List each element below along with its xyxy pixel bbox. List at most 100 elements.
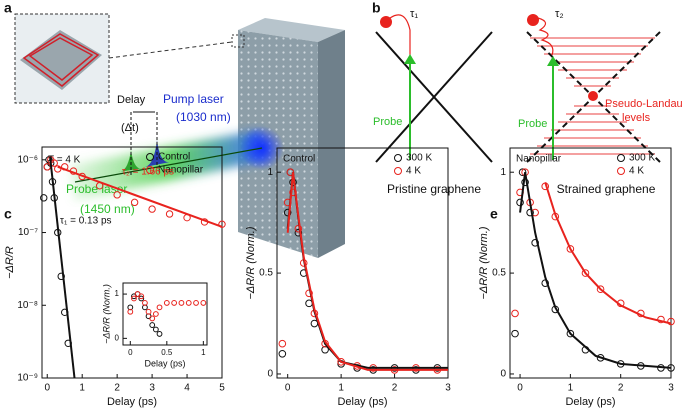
data-point xyxy=(156,331,163,337)
dirac-cone xyxy=(375,31,493,163)
y-tick-label: 10⁻⁶ xyxy=(17,154,38,165)
x-tick-label: 2 xyxy=(618,383,624,394)
x-tick-label: 0 xyxy=(128,348,133,357)
plot-frame xyxy=(41,146,223,379)
x-axis-label: Delay (ps) xyxy=(107,396,157,408)
fit-line xyxy=(49,156,76,379)
data-point xyxy=(149,322,156,328)
legend-marker xyxy=(146,153,154,161)
data-point xyxy=(149,315,156,322)
data-point xyxy=(511,329,519,338)
pump-label: (1030 nm) xyxy=(176,110,231,124)
tau-label: τ₁ xyxy=(410,8,418,20)
data-point xyxy=(145,308,152,315)
landau-label: Pseudo-Landau xyxy=(605,98,683,110)
data-point xyxy=(171,300,178,306)
x-tick-label: 3 xyxy=(149,383,155,394)
plot-title: Nanopillar xyxy=(516,154,562,165)
fit-line xyxy=(286,172,448,371)
electron xyxy=(527,14,539,26)
relaxation-arrow xyxy=(537,17,554,56)
legend-label: 300 K xyxy=(406,153,432,164)
data-point xyxy=(163,300,170,306)
slab-side xyxy=(318,30,345,258)
panel-label: c xyxy=(4,206,12,222)
x-tick-label: 3 xyxy=(668,383,674,394)
y-axis-label: −ΔR/R (Norm.) xyxy=(101,284,111,344)
data-point xyxy=(185,300,192,306)
data-point xyxy=(57,272,65,281)
y-tick-label: 0.5 xyxy=(259,268,273,279)
legend-marker xyxy=(394,154,402,162)
landau-levels xyxy=(530,37,655,155)
x-tick-label: 0.5 xyxy=(161,348,173,357)
probe-arrowhead xyxy=(404,54,416,64)
x-axis-label: Delay (ps) xyxy=(565,396,615,408)
data-point xyxy=(142,300,148,306)
annotation: T = 4 K xyxy=(48,155,81,166)
data-point xyxy=(156,304,163,311)
data-point xyxy=(148,205,156,213)
legend-marker xyxy=(394,167,402,175)
x-tick-label: 1 xyxy=(568,383,574,394)
data-point xyxy=(596,285,605,294)
plot-title: Control xyxy=(283,154,315,165)
data-point xyxy=(218,220,226,228)
panel-b: τ₁ Probe Pristine graphene τ₂ Probe Pseu… xyxy=(373,8,683,196)
tau-label: τ₂ xyxy=(555,8,564,20)
legend-label: Control xyxy=(158,152,190,163)
legend-label: Nanopillar xyxy=(158,165,204,176)
data-point xyxy=(283,208,292,217)
y-tick-label: 10⁻⁷ xyxy=(18,227,38,238)
annotation: τ₂ = 1.66 ps xyxy=(122,167,174,178)
legend-marker xyxy=(617,167,625,175)
data-point xyxy=(193,300,199,306)
panel-label: a xyxy=(4,0,12,16)
panel-a: Delay (Δt) Pump laser (1030 nm) Probe la… xyxy=(14,13,345,258)
data-point xyxy=(130,198,139,207)
x-axis-label: Delay (ps) xyxy=(337,396,387,408)
y-tick-label: 1 xyxy=(267,167,273,178)
fit-line xyxy=(519,172,672,369)
slab-top xyxy=(238,18,345,42)
x-tick-label: 2 xyxy=(392,383,398,394)
plot-frame xyxy=(509,147,672,379)
pump-label: Pump laser xyxy=(163,92,224,106)
data-point xyxy=(566,329,575,338)
fit-line xyxy=(57,165,223,228)
zoom-line xyxy=(108,41,233,59)
probe-label: Probe xyxy=(373,116,402,128)
data-point xyxy=(294,228,303,237)
y-tick-label: 10⁻⁸ xyxy=(17,300,38,311)
data-point xyxy=(127,308,134,315)
y-axis-label: −ΔR/R (Norm.) xyxy=(245,226,257,299)
x-tick-label: 1 xyxy=(201,348,206,357)
data-point xyxy=(178,300,185,306)
y-tick-label: 0.5 xyxy=(492,268,506,279)
x-tick-label: 4 xyxy=(184,383,190,394)
relaxation-arrow xyxy=(389,14,411,55)
data-point xyxy=(278,339,287,348)
data-point xyxy=(138,293,145,300)
probe-pulse xyxy=(118,150,144,172)
electron xyxy=(380,16,392,28)
pillar xyxy=(20,30,102,90)
plot-frame xyxy=(122,282,208,346)
y-tick-label: 0 xyxy=(115,333,120,342)
data-point xyxy=(526,208,534,217)
data-point xyxy=(113,191,121,199)
plot-frame xyxy=(276,147,449,379)
legend-label: 4 K xyxy=(629,166,644,177)
x-tick-label: 1 xyxy=(338,383,344,394)
panel-label: b xyxy=(372,0,381,16)
data-point xyxy=(40,194,48,202)
delay-label: (Δt) xyxy=(121,122,139,134)
probe-arrowhead xyxy=(547,56,559,66)
strain-lines xyxy=(28,37,94,81)
panel-label: e xyxy=(490,206,498,222)
beam-axis xyxy=(74,147,263,183)
annotation: τ₁ = 0.13 ps xyxy=(60,216,112,227)
data-point xyxy=(667,317,675,326)
y-tick-label: 1 xyxy=(500,167,506,178)
